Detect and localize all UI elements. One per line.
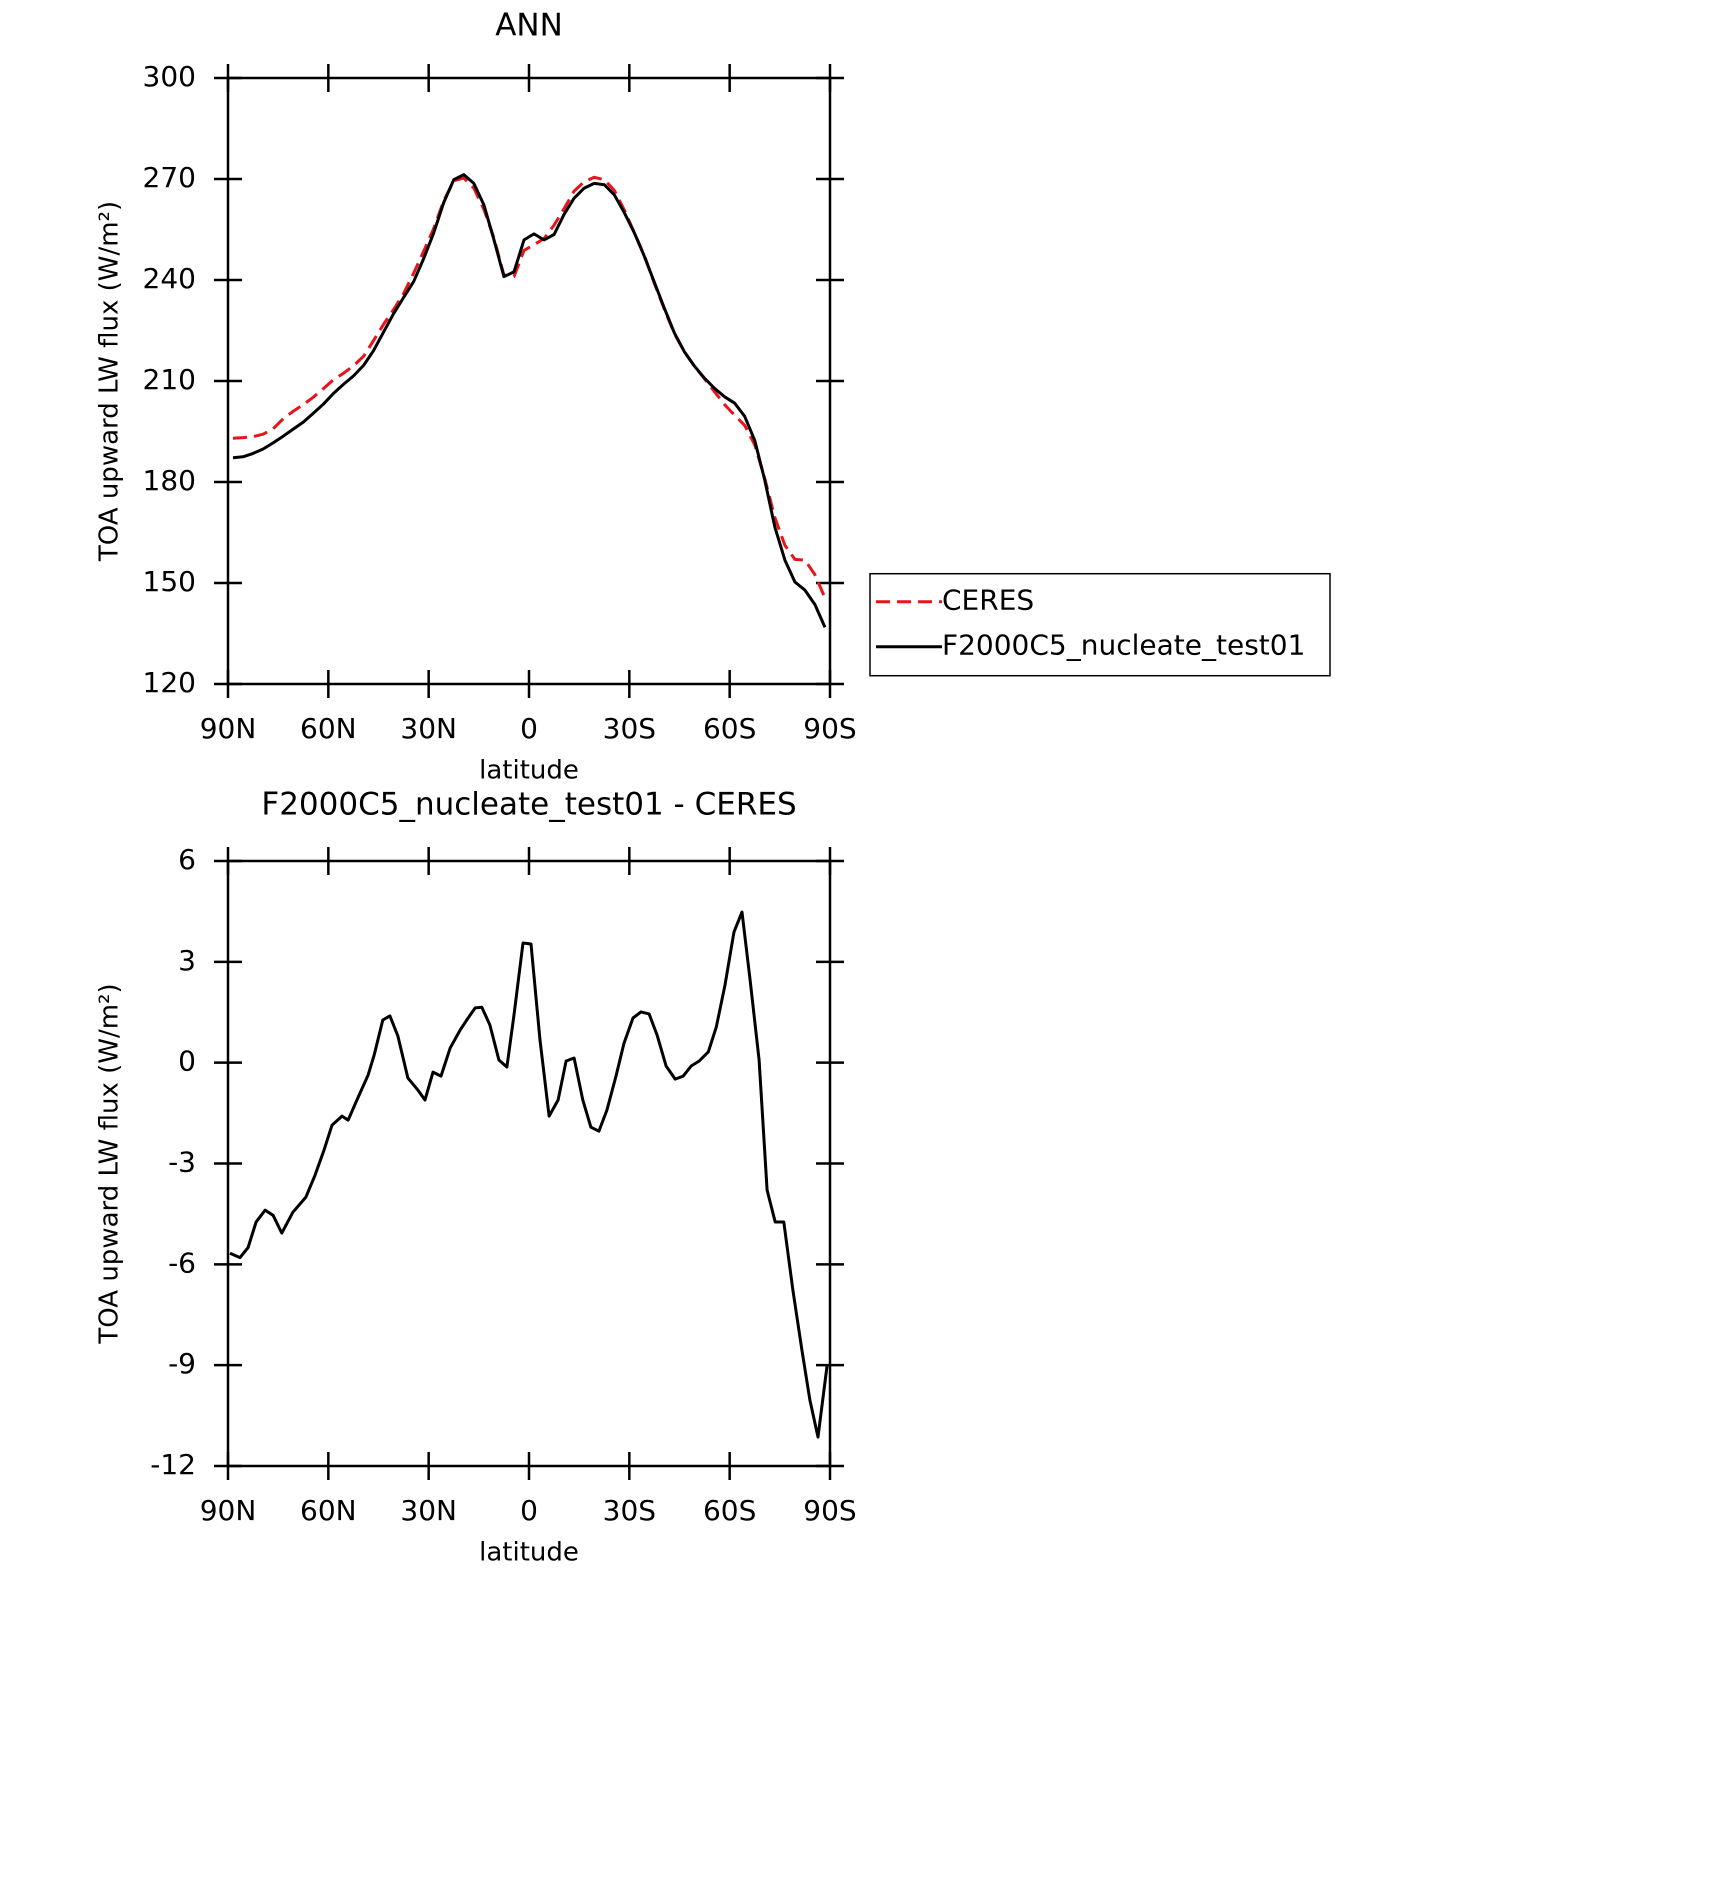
x-tick-label: 60N: [300, 1494, 357, 1527]
y-tick-label: 300: [143, 60, 196, 93]
x-tick-label: 30N: [400, 1494, 457, 1527]
y-axis-label: TOA upward LW flux (W/m²): [95, 983, 125, 1344]
chart-title: F2000C5_nucleate_test01 - CERES: [261, 787, 796, 823]
y-tick-label: 240: [143, 262, 196, 295]
legend-label: F2000C5_nucleate_test01: [942, 629, 1305, 662]
x-tick-label: 60N: [300, 712, 357, 745]
y-axis-label: TOA upward LW flux (W/m²): [95, 201, 125, 562]
x-tick-label: 90S: [803, 712, 856, 745]
legend-label: CERES: [942, 584, 1034, 617]
y-tick-label: -12: [150, 1448, 196, 1481]
data-line: [232, 173, 827, 629]
legend-box: [869, 572, 1331, 677]
x-tick-label: 90N: [200, 1494, 257, 1527]
y-tick-label: 180: [143, 464, 196, 497]
plot-frame: [226, 76, 832, 686]
data-line: [229, 910, 829, 1439]
x-tick-label: 60S: [703, 712, 756, 745]
plot-frame: [226, 859, 832, 1468]
y-tick-label: 0: [178, 1045, 196, 1078]
y-tick-label: 6: [178, 843, 196, 876]
x-tick-label: 90S: [803, 1494, 856, 1527]
x-tick-label: 90N: [200, 712, 257, 745]
x-tick-label: 0: [520, 712, 538, 745]
y-tick-label: -3: [168, 1146, 196, 1179]
y-tick-label: 210: [143, 363, 196, 396]
x-tick-label: 30S: [603, 1494, 656, 1527]
x-tick-label: 30S: [603, 712, 656, 745]
y-tick-label: 270: [143, 161, 196, 194]
x-tick-label: 30N: [400, 712, 457, 745]
x-tick-label: 0: [520, 1494, 538, 1527]
y-tick-label: 120: [143, 666, 196, 699]
chart-title: ANN: [495, 8, 563, 44]
x-axis-label: latitude: [479, 756, 579, 786]
data-line: [232, 175, 827, 599]
y-tick-label: -6: [168, 1246, 196, 1279]
y-tick-label: -9: [168, 1347, 196, 1380]
x-tick-label: 60S: [703, 1494, 756, 1527]
x-axis-label: latitude: [479, 1538, 579, 1568]
y-tick-label: 3: [178, 944, 196, 977]
y-tick-label: 150: [143, 565, 196, 598]
